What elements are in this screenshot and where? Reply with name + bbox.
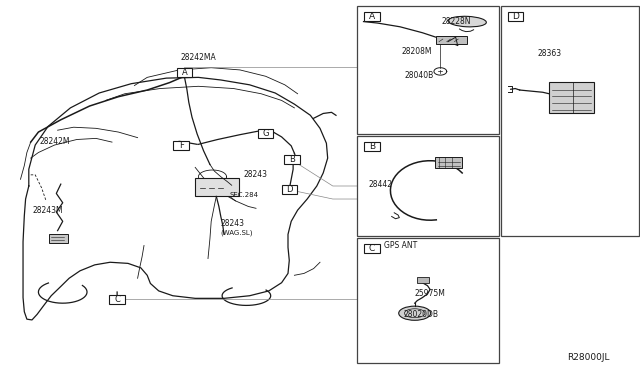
Text: D: D bbox=[286, 185, 292, 194]
Text: SEC.284: SEC.284 bbox=[229, 192, 258, 198]
Bar bbox=[282, 185, 297, 194]
Bar bbox=[284, 155, 300, 164]
Text: A: A bbox=[182, 68, 187, 77]
Text: 28040B: 28040B bbox=[404, 71, 434, 80]
Bar bbox=[109, 295, 125, 304]
Bar bbox=[173, 141, 189, 150]
Ellipse shape bbox=[399, 306, 431, 320]
Bar bbox=[508, 12, 523, 21]
Text: 28243: 28243 bbox=[221, 219, 244, 228]
Text: 28243M: 28243M bbox=[33, 206, 63, 215]
Bar bbox=[364, 142, 380, 151]
Text: 28243: 28243 bbox=[243, 170, 268, 179]
Ellipse shape bbox=[404, 309, 425, 318]
Text: R28000JL: R28000JL bbox=[568, 353, 610, 362]
Text: 28242MA: 28242MA bbox=[180, 53, 216, 62]
Text: C: C bbox=[369, 244, 375, 253]
Text: D: D bbox=[512, 12, 518, 21]
Text: G: G bbox=[262, 129, 269, 138]
Bar bbox=[364, 12, 380, 21]
Bar bbox=[357, 238, 499, 363]
Bar bbox=[436, 36, 467, 44]
Text: 28363: 28363 bbox=[538, 49, 562, 58]
Text: F: F bbox=[179, 141, 184, 150]
Bar bbox=[417, 277, 429, 283]
Bar bbox=[258, 129, 273, 138]
Text: C: C bbox=[114, 295, 120, 304]
Bar bbox=[357, 6, 499, 134]
Bar bbox=[49, 234, 68, 243]
Text: A: A bbox=[369, 12, 375, 21]
Bar bbox=[357, 136, 499, 236]
Ellipse shape bbox=[448, 16, 486, 27]
Text: B: B bbox=[369, 142, 375, 151]
Text: (WAG.SL): (WAG.SL) bbox=[221, 229, 253, 236]
Bar bbox=[501, 6, 639, 236]
Text: 25975M: 25975M bbox=[415, 289, 445, 298]
Text: 28442: 28442 bbox=[369, 180, 393, 189]
Text: B: B bbox=[289, 155, 295, 164]
Text: GPS ANT: GPS ANT bbox=[384, 241, 417, 250]
Text: 28208M: 28208M bbox=[401, 47, 432, 56]
Text: 28242M: 28242M bbox=[39, 137, 70, 146]
Text: 28228N: 28228N bbox=[442, 17, 471, 26]
Bar bbox=[435, 157, 462, 168]
Bar bbox=[549, 82, 594, 113]
Text: 28020DB: 28020DB bbox=[403, 310, 438, 319]
Bar bbox=[195, 178, 239, 196]
Bar bbox=[364, 244, 380, 253]
Bar bbox=[177, 68, 192, 77]
